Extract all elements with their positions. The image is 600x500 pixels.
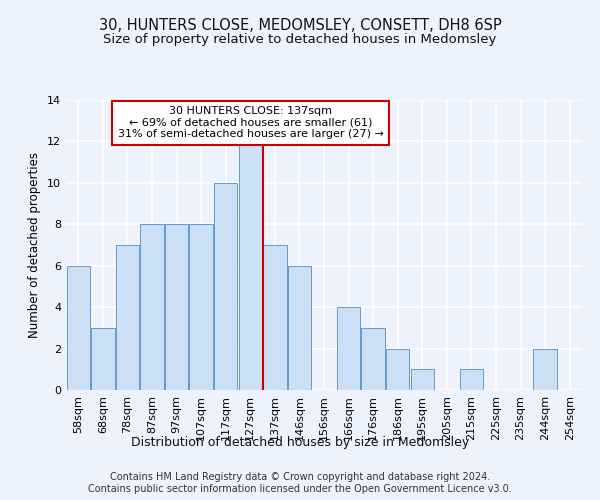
Bar [410, 370, 434, 390]
Bar [91, 328, 115, 390]
Bar [460, 370, 483, 390]
Bar [386, 348, 409, 390]
Text: Size of property relative to detached houses in Medomsley: Size of property relative to detached ho… [103, 32, 497, 46]
Text: Contains HM Land Registry data © Crown copyright and database right 2024.
Contai: Contains HM Land Registry data © Crown c… [88, 472, 512, 494]
Text: Distribution of detached houses by size in Medomsley: Distribution of detached houses by size … [131, 436, 469, 449]
Bar [239, 142, 262, 390]
Bar [361, 328, 385, 390]
Y-axis label: Number of detached properties: Number of detached properties [28, 152, 41, 338]
Bar [140, 224, 164, 390]
Bar [116, 245, 139, 390]
Bar [533, 348, 557, 390]
Bar [67, 266, 90, 390]
Bar [337, 307, 360, 390]
Text: 30, HUNTERS CLOSE, MEDOMSLEY, CONSETT, DH8 6SP: 30, HUNTERS CLOSE, MEDOMSLEY, CONSETT, D… [98, 18, 502, 32]
Bar [288, 266, 311, 390]
Bar [263, 245, 287, 390]
Text: 30 HUNTERS CLOSE: 137sqm
← 69% of detached houses are smaller (61)
31% of semi-d: 30 HUNTERS CLOSE: 137sqm ← 69% of detach… [118, 106, 384, 140]
Bar [214, 183, 238, 390]
Bar [165, 224, 188, 390]
Bar [190, 224, 213, 390]
